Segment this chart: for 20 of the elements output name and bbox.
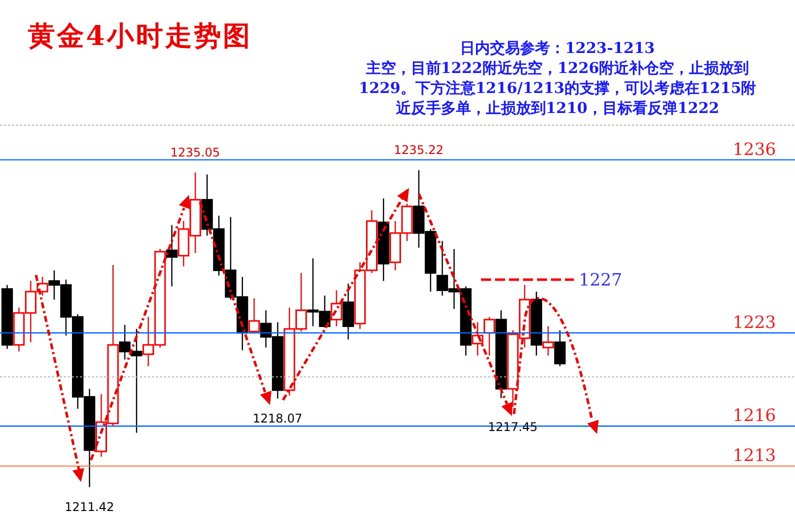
annotation: 1218.07 (252, 412, 302, 426)
text: 黄金4小时走势图 (28, 20, 252, 54)
ref-line-label: 1213 (732, 446, 776, 466)
candlestick (248, 298, 260, 334)
annotation: 1235.22 (394, 143, 444, 158)
annotation: 1235.05 (170, 145, 220, 160)
ref-line-label: 1216 (732, 406, 776, 426)
annotation: 日内交易参考：1223-1213 (459, 38, 656, 58)
candlestick (542, 326, 554, 356)
candlestick (484, 316, 496, 356)
candlestick (166, 224, 178, 287)
ref-line-label: 1223 (732, 312, 776, 333)
annotation: 1211.42 (64, 500, 114, 514)
annotation: 主空，目前1222附近先空，1226附近补仓空，止损放到1229。下方注意1216/1213的支撑，可以考虑在1215附近反手多单，止损放到1210，目标看反弹1222 (358, 58, 758, 118)
ref-line-label: 1236 (732, 140, 776, 160)
candlestick (342, 283, 354, 340)
candlestick (554, 330, 566, 367)
candlestick (119, 324, 131, 360)
ref-line-label: 1227 (578, 270, 622, 291)
candlestick (130, 328, 142, 434)
